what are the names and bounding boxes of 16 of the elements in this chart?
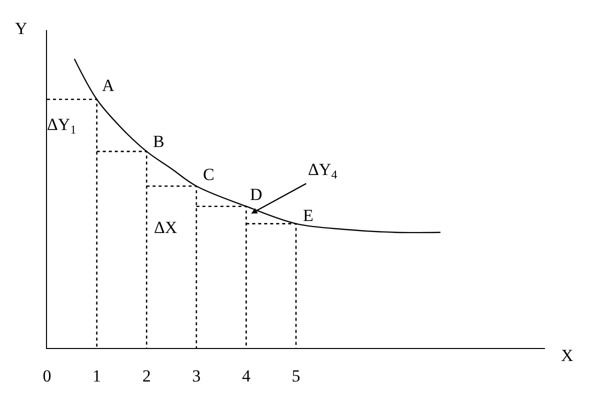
annotation: B <box>153 132 164 151</box>
annotation: D <box>250 185 262 204</box>
annotation: ΔY$_{4}$ <box>308 160 338 182</box>
x-axis-title: X <box>561 346 574 365</box>
x-tick-label: 4 <box>242 366 251 386</box>
x-tick-label: 0 <box>42 366 52 386</box>
annotation: ΔY$_{1}$ <box>47 115 76 137</box>
x-tick-label: 1 <box>92 366 102 386</box>
x-tick-label: 2 <box>142 366 151 386</box>
x-tick-label: 5 <box>292 366 300 386</box>
annotation: C <box>203 165 214 184</box>
x-tick-label: 3 <box>192 366 201 386</box>
y-axis-title: Y <box>15 19 28 38</box>
annotation: E <box>303 206 314 225</box>
annotation: A <box>102 76 115 95</box>
annotation: ΔX <box>154 218 178 237</box>
